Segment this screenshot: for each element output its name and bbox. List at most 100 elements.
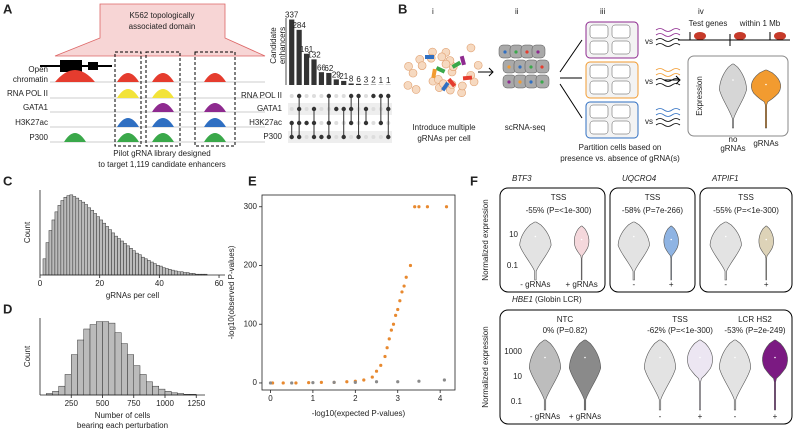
bar xyxy=(333,79,339,85)
hist-bar xyxy=(69,194,74,276)
value-label: 284 xyxy=(292,21,306,30)
track-label: Open xyxy=(28,65,48,74)
point xyxy=(387,337,391,341)
x-tick-label: 1000 xyxy=(156,399,174,408)
group-label: - xyxy=(724,280,727,289)
hist-bar xyxy=(174,270,178,276)
group-label: + xyxy=(669,280,674,289)
set-dot xyxy=(371,93,376,99)
cell xyxy=(408,68,418,78)
hist-bar xyxy=(165,268,169,276)
expression-wave xyxy=(655,38,681,42)
violin xyxy=(663,225,679,281)
point xyxy=(408,263,413,268)
violin-median xyxy=(670,238,672,241)
step-text: Partition cells based on xyxy=(579,143,662,152)
row-label: GATA1 xyxy=(257,104,283,113)
site-label: TSS xyxy=(645,193,661,202)
group-label: + gRNAs xyxy=(565,280,597,289)
expression-wave xyxy=(655,123,681,127)
hist-bar xyxy=(58,385,66,396)
empty-dot xyxy=(341,94,346,98)
stat-label: -55% (P=<1e-300) xyxy=(526,206,592,215)
set-dot xyxy=(289,134,294,140)
hist-bar xyxy=(84,204,88,276)
x-axis-label: bearing each perturbation xyxy=(77,421,168,429)
hist-bar xyxy=(144,258,148,276)
point xyxy=(404,275,408,279)
set-dot xyxy=(356,93,361,99)
stat-label: -62% (P=<1e-300) xyxy=(647,326,713,335)
expression-wave xyxy=(655,33,681,37)
empty-dot xyxy=(349,135,354,139)
sc-dot xyxy=(529,80,533,84)
set-dot xyxy=(311,134,317,140)
gene-label: ATPIF1 xyxy=(711,174,739,183)
hist-bar xyxy=(96,216,100,276)
enhancer-blob xyxy=(734,32,746,40)
value-label: 1 xyxy=(386,76,391,85)
set-dot xyxy=(296,93,302,99)
gene-label: UQCRO4 xyxy=(622,174,657,183)
sc-dot xyxy=(503,50,507,54)
step-label: iv xyxy=(698,7,704,16)
grna xyxy=(447,77,457,88)
vs-label: vs xyxy=(645,77,653,86)
x-tick-label: 0 xyxy=(268,394,273,403)
hist-bar xyxy=(51,219,56,276)
bar xyxy=(289,19,295,86)
y-axis-label: Count xyxy=(23,345,32,367)
sc-cell xyxy=(589,24,609,39)
set-dot xyxy=(326,93,332,99)
point xyxy=(383,354,387,359)
value-label: 6 xyxy=(356,75,361,84)
set-dot xyxy=(311,106,317,112)
empty-dot xyxy=(364,94,368,98)
x-tick-label: 2 xyxy=(353,394,358,403)
sc-cell xyxy=(611,120,631,135)
hist-bar xyxy=(126,245,130,276)
expression-wave xyxy=(655,113,681,117)
sc-cell xyxy=(589,120,609,135)
group-label: - xyxy=(734,412,737,421)
violin-median xyxy=(633,235,635,238)
violin-median xyxy=(699,356,701,359)
empty-dot xyxy=(364,135,368,139)
signal-peak xyxy=(55,70,95,82)
point xyxy=(385,346,389,350)
empty-dot xyxy=(334,135,339,139)
x-tick-label: 4 xyxy=(438,394,443,403)
axis-label: Expression xyxy=(695,76,704,116)
hist-bar xyxy=(133,365,141,396)
bar xyxy=(303,53,310,85)
violin xyxy=(709,221,742,281)
expression-wave xyxy=(655,43,681,47)
cell xyxy=(441,59,451,69)
sc-cell xyxy=(611,40,631,55)
value-label: 161 xyxy=(300,45,314,54)
group-label: - xyxy=(659,412,662,421)
sc-cell xyxy=(589,40,609,55)
panel-label: F xyxy=(470,173,478,188)
arrow xyxy=(478,67,494,77)
violin-median xyxy=(584,356,586,359)
x-axis-label: gRNAs per cell xyxy=(106,291,160,300)
arrow xyxy=(664,75,681,85)
row-label: P300 xyxy=(263,132,282,141)
violin-box xyxy=(499,187,606,293)
hist-bar xyxy=(48,230,53,276)
point xyxy=(281,381,285,385)
violin xyxy=(718,339,752,411)
set-dot xyxy=(341,134,346,140)
step-label: i xyxy=(432,7,434,16)
hist-bar xyxy=(78,200,83,276)
enhancer-blob xyxy=(694,32,706,40)
signal-peak xyxy=(152,103,174,112)
hist-bar xyxy=(71,354,78,396)
point xyxy=(332,380,336,384)
empty-dot xyxy=(319,107,324,111)
set-dot xyxy=(348,93,354,99)
empty-dot xyxy=(371,135,376,139)
tad-shape xyxy=(54,3,266,57)
step-text: within 1 Mb xyxy=(739,19,781,28)
